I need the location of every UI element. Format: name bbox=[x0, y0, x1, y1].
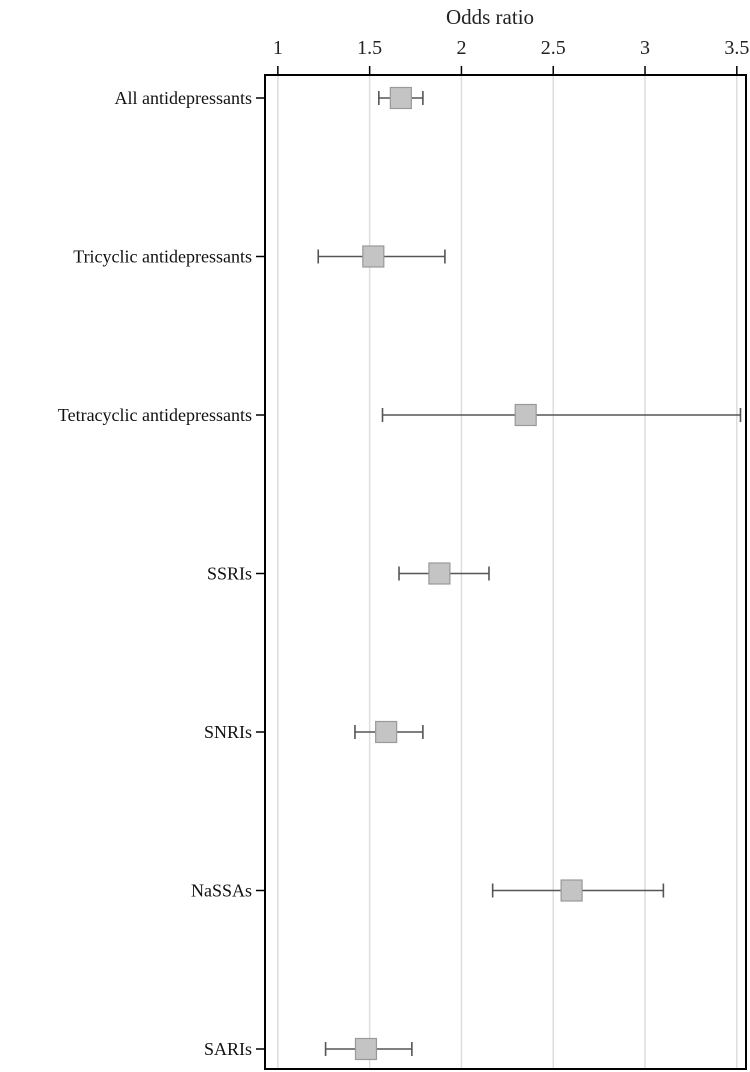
estimate-marker bbox=[354, 1037, 378, 1061]
estimate-marker bbox=[428, 562, 451, 585]
category-label: Tricyclic antidepressants bbox=[73, 247, 252, 267]
x-tick-label: 1 bbox=[273, 37, 283, 59]
estimate-marker bbox=[560, 879, 583, 902]
plot-frame bbox=[264, 74, 747, 1070]
category-label: All antidepressants bbox=[115, 88, 252, 108]
x-axis-title: Odds ratio bbox=[446, 5, 534, 29]
estimate-marker bbox=[375, 720, 398, 744]
estimate-marker bbox=[362, 245, 385, 268]
gridlines bbox=[277, 75, 738, 1069]
data-rows bbox=[317, 86, 742, 1061]
x-axis-ticks: 1 1.5 2 2.5 3 3.5 bbox=[256, 37, 749, 1050]
estimate-marker bbox=[389, 86, 412, 110]
category-label: NaSSAs bbox=[191, 881, 252, 901]
estimate-row bbox=[398, 562, 490, 585]
estimate-marker bbox=[514, 403, 537, 427]
x-tick-label: 3 bbox=[640, 37, 650, 59]
estimate-row bbox=[317, 245, 446, 268]
category-label: Tetracyclic antidepressants bbox=[58, 405, 252, 425]
category-label: SSRIs bbox=[207, 564, 252, 584]
x-tick-label: 2 bbox=[456, 37, 466, 59]
category-labels: All antidepressants Tricyclic antidepress… bbox=[58, 88, 252, 1059]
x-tick-label: 3.5 bbox=[724, 37, 749, 59]
estimate-row bbox=[381, 403, 742, 427]
estimate-row bbox=[354, 720, 424, 744]
estimate-row bbox=[324, 1037, 413, 1061]
estimate-row bbox=[491, 879, 665, 902]
x-tick-label: 1.5 bbox=[357, 37, 382, 59]
category-label: SARIs bbox=[204, 1039, 252, 1059]
x-tick-label: 2.5 bbox=[541, 37, 566, 59]
estimate-row bbox=[378, 86, 424, 110]
category-label: SNRIs bbox=[204, 722, 252, 742]
